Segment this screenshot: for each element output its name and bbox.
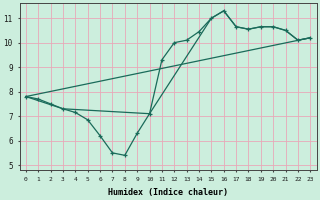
X-axis label: Humidex (Indice chaleur): Humidex (Indice chaleur)	[108, 188, 228, 197]
